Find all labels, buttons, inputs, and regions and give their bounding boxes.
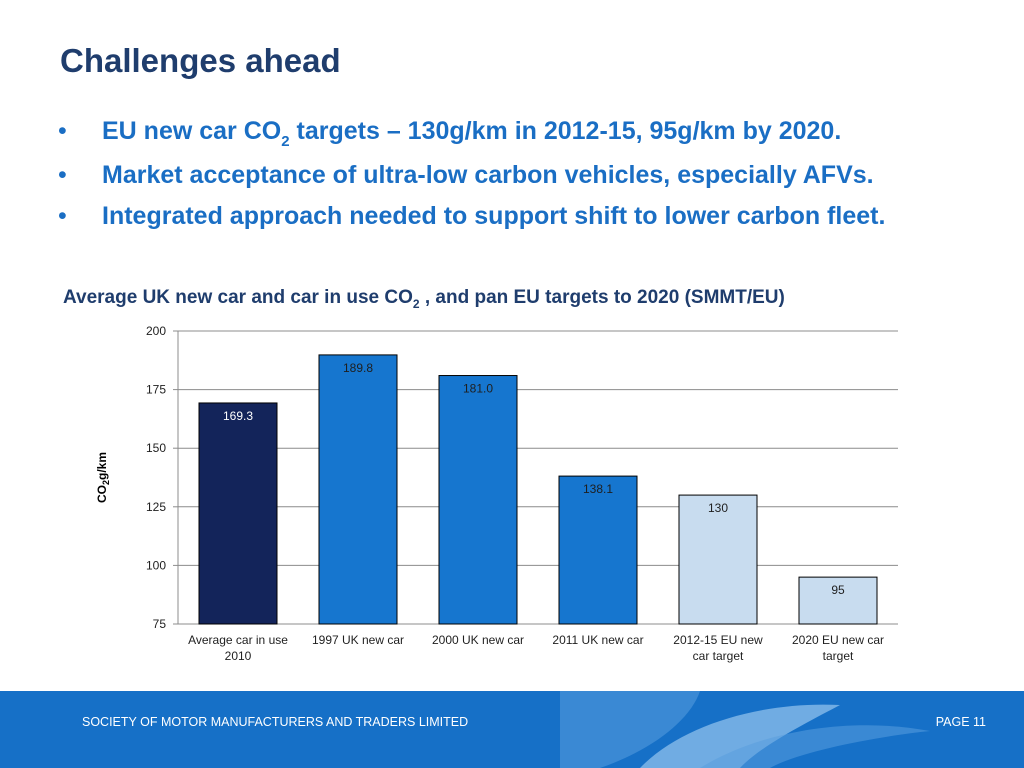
bullet-item: • EU new car CO2 targets – 130g/km in 20… [58,115,885,151]
bar-chart: 75 100 125 150 175 200 CO2g/km 169.3 Average car… [95,324,898,663]
bullet-item: • Integrated approach needed to support … [58,200,885,233]
bullet-dot-icon: • [58,202,67,230]
bar-value-label: 169.3 [223,409,253,423]
y-tick-label: 150 [146,441,166,455]
bar-value-label: 181.0 [463,382,493,396]
bullet-dot-icon: • [58,161,67,189]
bar-value-label: 95 [831,583,845,597]
chart-title-subscript: 2 [412,297,420,311]
slide-title: Challenges ahead [60,42,341,79]
bullet-text-cont: targets – 130g/km in 2012-15, 95g/km by … [289,117,842,145]
bar [438,375,518,625]
x-category-label: Average car in use [188,633,288,647]
bar-value-label: 130 [708,501,728,515]
footer-page-number: PAGE 11 [935,715,986,729]
chart-title: Average UK new car and car in use CO2 , … [63,287,785,311]
bar [678,494,758,625]
bullet-item: • Market acceptance of ultra-low carbon … [58,159,885,192]
bar [558,475,638,625]
footer-organization: SOCIETY OF MOTOR MANUFACTURERS AND TRADE… [82,715,469,729]
bar [798,576,878,625]
chart-title-text: Average UK new car and car in use CO [63,287,413,308]
bullet-text: Market acceptance of ultra-low carbon ve… [102,161,874,189]
bullet-text: EU new car CO [102,117,282,145]
x-category-label: 2010 [225,649,252,663]
bar-value-label: 189.8 [343,361,373,375]
bar [198,402,278,625]
y-tick-label: 125 [146,500,166,514]
y-axis-label: CO2g/km [95,452,111,503]
y-tick-label: 200 [146,324,166,338]
bar-value-label: 138.1 [583,482,613,496]
x-category-label: 2020 EU new car [792,633,884,647]
y-tick-label: 75 [153,617,167,631]
bullet-text: Integrated approach needed to support sh… [102,202,886,230]
y-tick-label: 100 [146,558,166,572]
x-category-label: 2011 UK new car [552,633,643,647]
x-category-label: target [823,649,854,663]
x-category-label: 2012-15 EU new [673,633,763,647]
bullet-list: • EU new car CO2 targets – 130g/km in 20… [58,115,885,241]
bar [318,354,398,625]
x-category-label: 1997 UK new car [312,633,404,647]
x-category-label: car target [693,649,744,663]
subscript: 2 [281,133,290,150]
chart-title-text-cont: , and pan EU targets to 2020 (SMMT/EU) [419,287,785,308]
x-category-label: 2000 UK new car [432,633,524,647]
footer-bar: SOCIETY OF MOTOR MANUFACTURERS AND TRADE… [0,691,1024,768]
y-tick-label: 175 [146,383,166,397]
swoosh-decoration [560,691,930,768]
bullet-dot-icon: • [58,117,67,145]
